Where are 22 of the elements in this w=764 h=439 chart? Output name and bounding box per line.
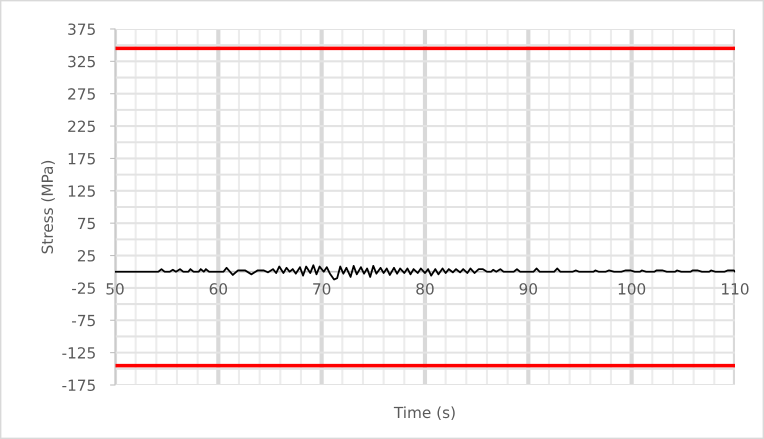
y-tick-label: 125 (68, 185, 95, 197)
y-tick-label: 175 (68, 153, 95, 164)
x-tick-label: 110 (722, 283, 749, 295)
x-tick-label: 60 (210, 283, 228, 295)
y-tick-label: 225 (68, 120, 95, 132)
x-tick-label: 80 (416, 283, 434, 295)
y-tick-label: -175 (62, 380, 95, 392)
x-tick-label: 50 (106, 283, 124, 295)
line-series (114, 264, 735, 280)
y-tick-label: 375 (68, 23, 95, 35)
x-tick-label: 70 (313, 283, 330, 295)
x-tick-label: 90 (520, 283, 538, 295)
y-tick-label: -75 (72, 314, 95, 326)
y-tick-label: 275 (68, 88, 95, 100)
x-axis-title: Time (s) (394, 406, 455, 420)
y-tick-label: 75 (78, 218, 95, 230)
y-tick-label: 25 (78, 250, 95, 262)
y-tick-label: -25 (72, 282, 95, 294)
y-axis-title: Stress (MPa) (41, 160, 55, 254)
x-tick-label: 100 (618, 283, 646, 295)
y-tick-label: -125 (62, 347, 95, 359)
y-tick-label: 325 (68, 56, 95, 68)
